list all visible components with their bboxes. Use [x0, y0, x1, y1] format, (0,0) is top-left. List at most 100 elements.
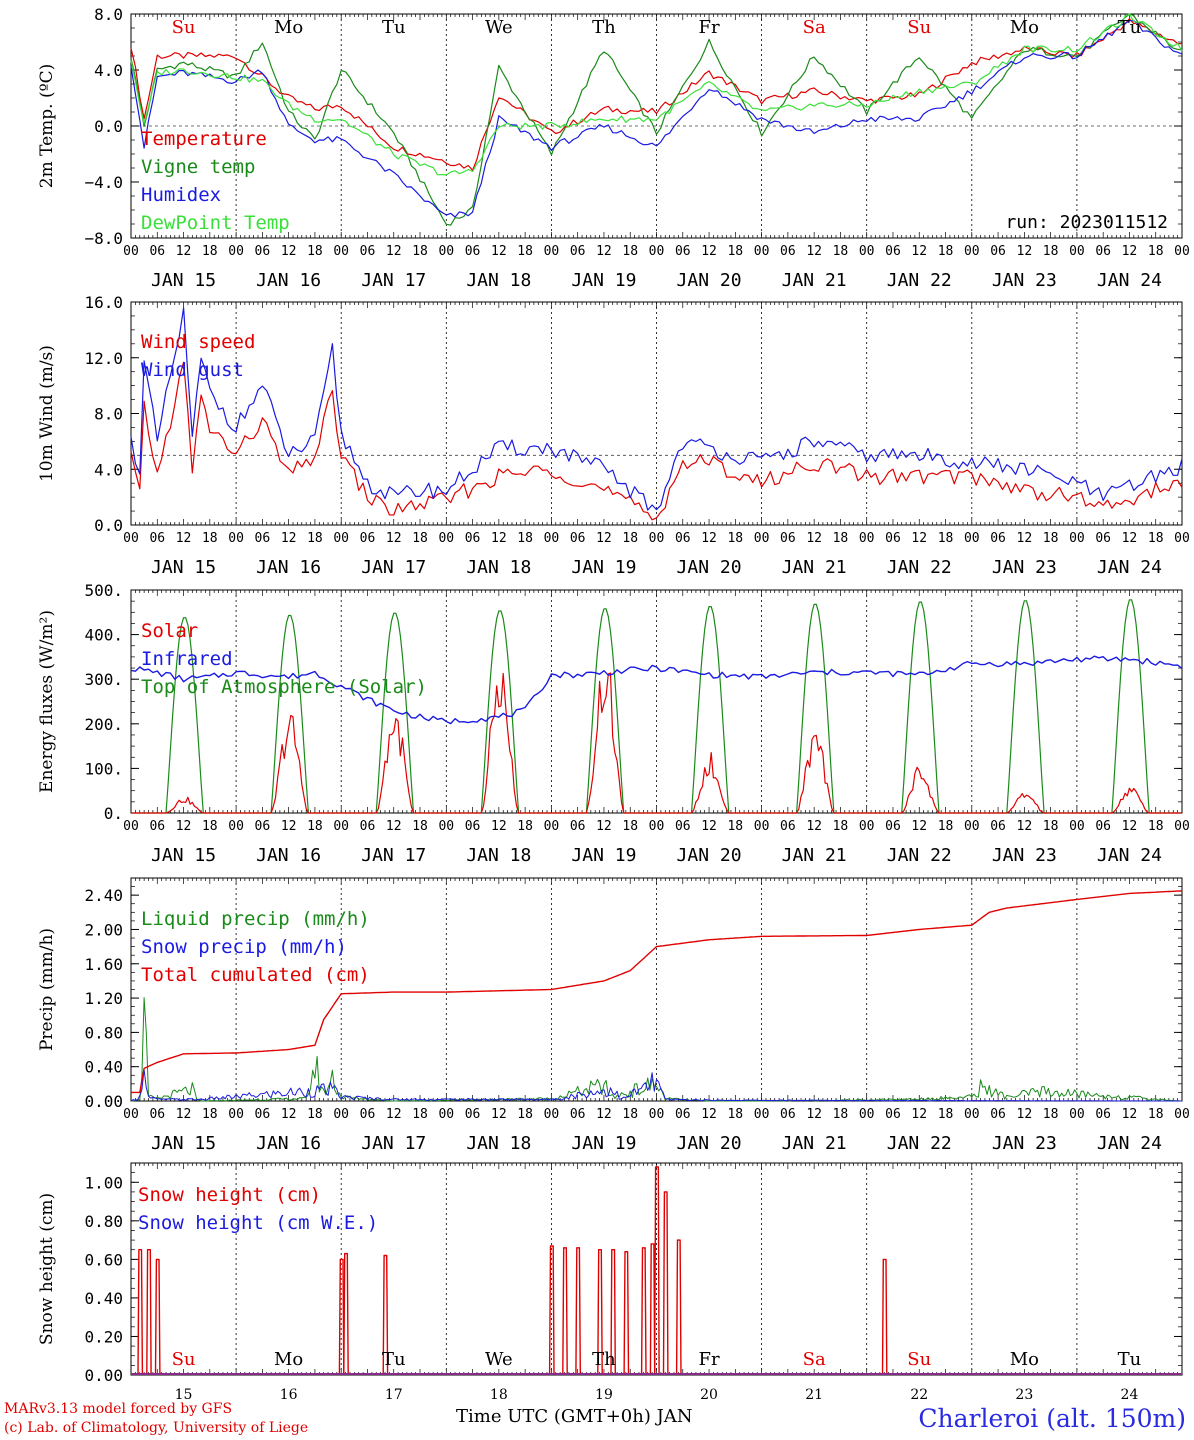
x-hour-label: 00: [1069, 1107, 1085, 1122]
x-hour-label: 06: [465, 244, 481, 259]
legend-entry: Vigne temp: [141, 156, 255, 178]
snow-height-spike: [548, 1245, 555, 1376]
x-hour-label: 06: [780, 819, 796, 834]
snow-height-spike: [597, 1248, 603, 1376]
panel-4: 2.40 2.00 1.60 1.20 0.80 0.40 0.00 Precip (mm/h…: [37, 877, 1190, 1154]
x-hour-label: 12: [176, 1107, 192, 1122]
x-hour-label: 18: [1043, 819, 1059, 834]
y-tick-label: 0.00: [84, 1366, 123, 1385]
y-tick-label: 0.80: [84, 1212, 123, 1231]
snow-height-spike: [146, 1248, 152, 1376]
x-hour-label: 12: [911, 244, 927, 259]
x-hour-label: 00: [228, 1107, 244, 1122]
x-hour-label: 18: [938, 1107, 954, 1122]
x-hour-label: 06: [990, 531, 1006, 546]
weekday-label-bottom: Mo: [1010, 1349, 1039, 1370]
y-tick-label: −4.0: [84, 173, 123, 192]
x-hour-label: 00: [754, 244, 770, 259]
x-hour-label: 18: [833, 819, 849, 834]
x-hour-label: 12: [491, 531, 507, 546]
x-date-label: JAN 23: [992, 845, 1057, 866]
x-hour-label: 12: [911, 531, 927, 546]
weekday-label-bottom: We: [485, 1349, 513, 1370]
x-hour-label: 12: [386, 244, 402, 259]
x-hour-label: 18: [517, 819, 533, 834]
x-date-label: JAN 24: [1097, 270, 1162, 291]
legend-entry: Humidex: [141, 184, 221, 206]
y-tick-label: 0.40: [84, 1289, 123, 1308]
y-axis-label: Snow height (cm): [37, 1193, 57, 1345]
y-tick-label: 8.0: [94, 405, 123, 424]
y-axis-label: 10m Wind (m/s): [37, 345, 57, 482]
series-line-liquid-precip-mm-h-: [130, 997, 1183, 1102]
series-line-temperature: [130, 18, 1183, 171]
panel-2: 16.0 12.0 8.0 4.0 0.0 10m Wind (m/s) 00 06 12 18 0…: [37, 293, 1190, 578]
y-tick-label: 0.: [104, 804, 123, 823]
x-date-label: JAN 17: [361, 845, 426, 866]
x-date-label: JAN 17: [361, 557, 426, 578]
weekday-label-bottom: Mo: [274, 1349, 303, 1370]
x-hour-label: 18: [833, 244, 849, 259]
snow-height-spike: [675, 1239, 682, 1376]
day-number-label: 23: [1015, 1387, 1033, 1400]
day-number-label: 20: [700, 1387, 718, 1400]
x-hour-label: 12: [1122, 531, 1138, 546]
x-date-label: JAN 16: [256, 845, 321, 866]
snow-height-spike: [137, 1248, 144, 1376]
snow-height-spike: [610, 1248, 616, 1376]
x-hour-label: 12: [701, 244, 717, 259]
y-tick-label: 12.0: [84, 349, 123, 368]
x-hour-label: 06: [255, 531, 271, 546]
x-date-label: JAN 16: [256, 270, 321, 291]
time-axis-label: Time UTC (GMT+0h) JAN: [456, 1406, 693, 1427]
legend-entry: Snow precip (mm/h): [141, 936, 347, 958]
x-date-label: JAN 17: [361, 1133, 426, 1154]
x-date-label: JAN 20: [677, 270, 742, 291]
x-hour-label: 12: [176, 244, 192, 259]
weekday-label-bottom: Su: [172, 1349, 196, 1370]
x-hour-label: 12: [806, 1107, 822, 1122]
weekday-label-top: Th: [592, 17, 616, 38]
y-tick-label: 500.: [84, 581, 123, 600]
x-hour-label: 00: [1069, 531, 1085, 546]
x-hour-label: 18: [412, 1107, 428, 1122]
x-hour-label: 00: [544, 1107, 560, 1122]
x-hour-label: 18: [622, 819, 638, 834]
day-number-label: 18: [490, 1387, 508, 1400]
x-hour-label: 00: [544, 531, 560, 546]
x-hour-label: 00: [333, 1107, 349, 1122]
snow-height-spike: [881, 1258, 888, 1376]
x-hour-label: 18: [202, 244, 218, 259]
x-hour-label: 06: [675, 1107, 691, 1122]
x-hour-label: 18: [307, 531, 323, 546]
x-hour-label: 06: [570, 531, 586, 546]
x-hour-label: 06: [1095, 531, 1111, 546]
x-hour-label: 00: [754, 1107, 770, 1122]
x-hour-label: 12: [596, 819, 612, 834]
x-hour-label: 12: [596, 244, 612, 259]
y-tick-label: 0.0: [94, 117, 123, 136]
x-date-label: JAN 20: [677, 1133, 742, 1154]
x-date-label: JAN 16: [256, 1133, 321, 1154]
x-hour-label: 18: [517, 531, 533, 546]
day-number-label: 22: [910, 1387, 928, 1400]
x-hour-label: 06: [255, 244, 271, 259]
day-number-label: 16: [280, 1387, 298, 1400]
weekday-label-bottom: Tu: [1118, 1349, 1142, 1370]
x-hour-label: 18: [1043, 531, 1059, 546]
x-hour-label: 00: [123, 244, 139, 259]
series-line-vigne-temp: [130, 13, 1183, 226]
x-date-label: JAN 21: [782, 557, 847, 578]
x-date-label: JAN 21: [782, 1133, 847, 1154]
weekday-label-top: Tu: [382, 17, 406, 38]
x-hour-label: 18: [833, 1107, 849, 1122]
weekday-label-top: We: [485, 17, 513, 38]
weekday-label-top: Mo: [1010, 17, 1039, 38]
snow-height-spike: [575, 1247, 581, 1376]
x-hour-label: 06: [465, 531, 481, 546]
y-tick-label: 2.40: [84, 886, 123, 905]
x-hour-label: 06: [1095, 1107, 1111, 1122]
x-hour-label: 12: [1122, 1107, 1138, 1122]
x-hour-label: 06: [149, 819, 165, 834]
x-hour-label: 18: [1148, 531, 1164, 546]
